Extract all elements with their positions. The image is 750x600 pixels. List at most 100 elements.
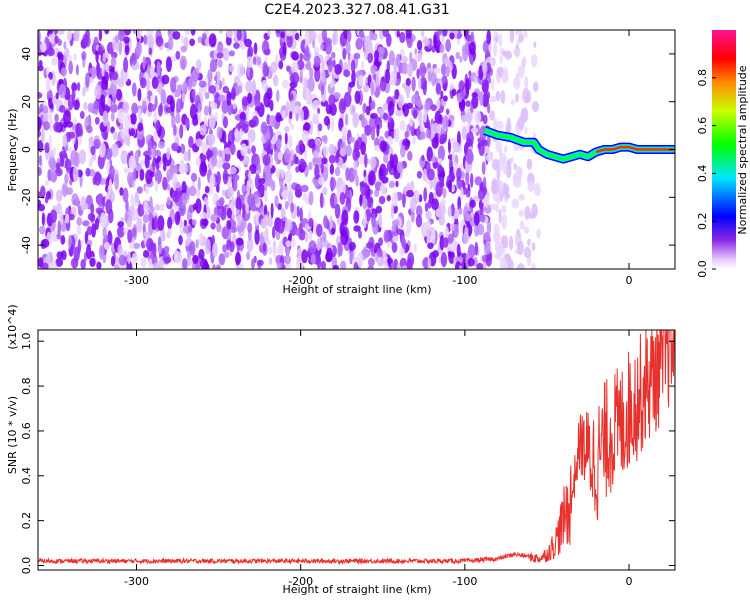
noise-blob xyxy=(304,232,309,243)
noise-blob xyxy=(271,226,276,239)
noise-blob xyxy=(64,47,70,58)
noise-blob xyxy=(487,102,491,114)
noise-blob xyxy=(429,178,434,190)
noise-blob xyxy=(315,140,321,153)
noise-blob xyxy=(439,133,447,144)
noise-blob xyxy=(286,34,293,48)
noise-blob xyxy=(312,156,320,164)
colorbar: 0.0 0.2 0.4 0.6 0.8 Normalized spectral ampl… xyxy=(696,30,749,278)
colorbar-tick-label: 0.6 xyxy=(696,117,709,135)
noise-blob xyxy=(473,75,477,83)
noise-blob xyxy=(329,177,337,190)
noise-blob xyxy=(216,70,221,85)
noise-blob xyxy=(221,99,229,114)
noise-blob xyxy=(124,45,130,56)
noise-blob xyxy=(123,167,131,174)
noise-blob xyxy=(187,77,193,90)
noise-blob xyxy=(388,180,395,189)
noise-blob xyxy=(498,33,503,48)
y-tick-label: 0.8 xyxy=(20,377,33,395)
noise-blob xyxy=(38,92,43,99)
noise-blob xyxy=(131,227,137,238)
noise-blob xyxy=(102,110,109,127)
noise-blob xyxy=(378,213,383,228)
noise-blob xyxy=(341,133,346,144)
noise-blob xyxy=(520,107,529,123)
noise-blob xyxy=(359,194,363,207)
noise-blob xyxy=(334,153,340,164)
noise-blob xyxy=(181,35,185,44)
noise-blob xyxy=(372,65,378,73)
noise-blob xyxy=(295,166,300,173)
noise-blob xyxy=(137,122,144,132)
noise-blob xyxy=(395,108,403,117)
noise-blob xyxy=(45,77,51,92)
noise-blob xyxy=(367,198,372,209)
noise-blob xyxy=(391,191,399,207)
noise-blob xyxy=(102,130,108,141)
noise-blob xyxy=(276,89,280,103)
noise-blob xyxy=(518,33,524,43)
ridge-core xyxy=(595,145,675,154)
noise-blob xyxy=(71,82,78,92)
noise-blob xyxy=(149,196,153,210)
noise-blob xyxy=(246,56,253,68)
noise-blob xyxy=(110,111,115,122)
noise-blob xyxy=(482,114,488,125)
noise-blob xyxy=(460,90,465,99)
noise-blob xyxy=(152,242,157,257)
y-tick-label: 0.2 xyxy=(20,512,33,530)
noise-blob xyxy=(370,81,375,96)
noise-blob xyxy=(503,184,510,195)
noise-blob xyxy=(155,35,164,47)
noise-blob xyxy=(317,123,323,132)
noise-blob xyxy=(172,31,181,40)
noise-blob xyxy=(341,209,349,226)
noise-blob xyxy=(112,130,118,140)
noise-blob xyxy=(370,100,376,110)
noise-blob xyxy=(218,30,224,34)
noise-blob xyxy=(306,89,311,105)
noise-blob xyxy=(147,90,153,97)
noise-blob xyxy=(69,213,75,221)
noise-blob xyxy=(367,52,374,64)
noise-blob xyxy=(284,148,291,163)
noise-blob xyxy=(525,92,531,103)
x-tick-label: 0 xyxy=(626,575,633,588)
noise-blob xyxy=(75,64,79,76)
noise-blob xyxy=(415,214,423,228)
noise-blob xyxy=(130,112,137,125)
noise-blob xyxy=(409,198,417,212)
noise-blob xyxy=(433,34,438,49)
noise-blob xyxy=(411,76,416,92)
noise-blob xyxy=(133,167,137,181)
noise-blob xyxy=(448,180,452,193)
noise-blob xyxy=(133,242,141,249)
noise-blob xyxy=(466,131,474,147)
noise-blob xyxy=(340,101,346,110)
noise-blob xyxy=(290,123,294,130)
noise-blob xyxy=(281,169,285,179)
noise-blob xyxy=(109,103,118,113)
noise-blob xyxy=(56,233,61,240)
noise-blob xyxy=(81,51,87,61)
noise-blob xyxy=(519,220,525,230)
noise-blob xyxy=(395,180,399,188)
noise-blob xyxy=(140,159,145,167)
noise-blob xyxy=(483,231,491,241)
noise-blob xyxy=(301,249,308,264)
noise-blob xyxy=(127,229,133,244)
noise-blob xyxy=(197,108,202,124)
noise-blob xyxy=(281,189,290,199)
noise-blob xyxy=(247,148,251,155)
noise-blob xyxy=(399,31,406,44)
noise-blob xyxy=(96,261,102,269)
noise-blob xyxy=(300,184,309,193)
noise-blob xyxy=(481,161,486,176)
noise-blob xyxy=(123,57,129,73)
noise-blob xyxy=(163,256,172,264)
noise-blob xyxy=(309,67,314,79)
noise-blob xyxy=(85,72,90,88)
noise-blob xyxy=(223,116,228,129)
noise-blob xyxy=(355,174,359,187)
